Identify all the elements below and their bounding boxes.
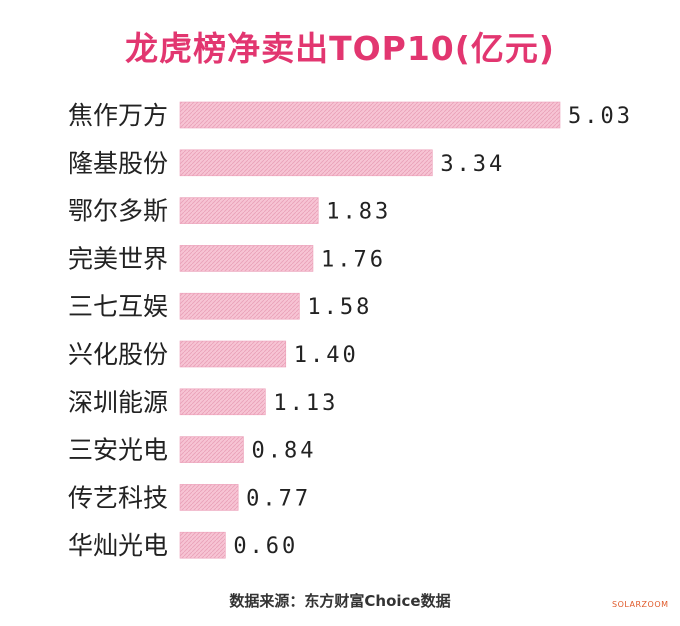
data-source-note: 数据来源：东方财富Choice数据 <box>229 592 451 610</box>
category-label: 传艺科技 <box>68 483 168 512</box>
category-label: 兴化股份 <box>68 340 168 369</box>
bar <box>179 436 244 463</box>
bar <box>179 531 226 559</box>
value-label: 1.40 <box>294 343 359 368</box>
bar <box>179 101 561 129</box>
value-label: 0.60 <box>233 534 298 559</box>
value-label: 1.83 <box>326 200 391 225</box>
value-label: 5.03 <box>568 104 633 129</box>
category-label: 隆基股份 <box>68 149 168 178</box>
value-label: 1.76 <box>321 247 386 272</box>
bar <box>179 340 287 368</box>
value-label: 0.77 <box>246 486 311 511</box>
bar <box>179 197 319 224</box>
bar <box>179 149 433 177</box>
category-label: 深圳能源 <box>68 388 168 417</box>
category-label: 华灿光电 <box>68 531 168 560</box>
value-label: 3.34 <box>440 152 505 177</box>
bar <box>179 484 239 511</box>
bars-group: 焦作万方 5.03 隆基股份 3.34 鄂尔多斯 1.83 完美世界 1.76 三七互娱 1.58… <box>68 101 633 560</box>
category-label: 鄂尔多斯 <box>68 197 168 226</box>
bar <box>179 292 300 320</box>
value-label: 1.58 <box>307 295 372 320</box>
value-label: 1.13 <box>273 391 338 416</box>
category-label: 三安光电 <box>68 436 168 465</box>
watermark-logo: SOLARZOOM <box>612 600 669 609</box>
category-label: 完美世界 <box>68 244 168 273</box>
value-label: 0.84 <box>251 439 316 464</box>
chart-title: 龙虎榜净卖出TOP10(亿元) <box>125 29 555 68</box>
bar <box>179 388 266 416</box>
bar <box>179 245 314 272</box>
category-label: 焦作万方 <box>68 101 168 130</box>
category-label: 三七互娱 <box>68 292 168 321</box>
